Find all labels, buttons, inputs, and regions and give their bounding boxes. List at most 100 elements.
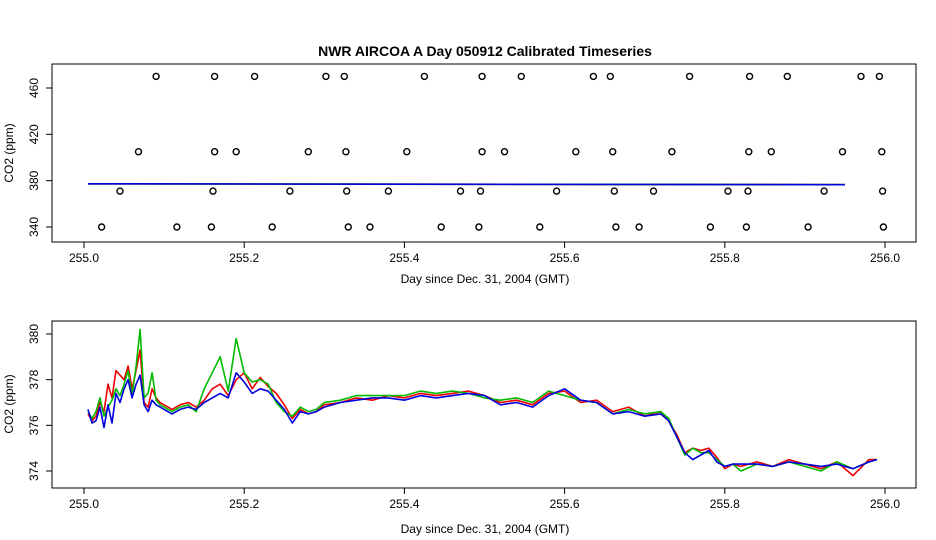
green-series-line — [87, 328, 878, 472]
x-tick-label: 255.6 — [550, 497, 580, 511]
data-point — [706, 223, 715, 231]
data-point — [552, 187, 561, 195]
bottom-series-lines — [87, 328, 878, 477]
x-tick-label: 255.0 — [69, 251, 99, 265]
blue-series-line — [87, 183, 845, 186]
data-point — [685, 72, 694, 81]
data-point — [668, 147, 676, 156]
data-point — [500, 147, 509, 156]
data-point — [403, 147, 411, 156]
x-tick-label: 256.0 — [870, 251, 900, 265]
data-point — [879, 223, 888, 231]
data-point — [820, 187, 828, 195]
data-point — [268, 223, 276, 231]
data-point — [767, 147, 775, 156]
bottom-y-axis-label: CO2 (ppm) — [2, 374, 16, 433]
data-point — [209, 187, 217, 195]
y-tick-label: 378 — [27, 369, 41, 389]
x-tick-label: 255.4 — [389, 497, 419, 511]
data-point — [210, 147, 219, 156]
data-point — [116, 187, 124, 195]
bottom-x-axis-label: Day since Dec. 31, 2004 (GMT) — [401, 522, 570, 536]
top-plot-frame — [51, 63, 917, 243]
y-tick-label: 376 — [27, 415, 41, 435]
y-tick-label: 380 — [27, 170, 41, 190]
data-point — [742, 223, 751, 231]
data-point — [475, 223, 483, 231]
data-point — [342, 147, 350, 156]
data-point — [210, 72, 219, 81]
x-tick-label: 255.8 — [710, 251, 740, 265]
chart-title: NWR AIRCOA A Day 050912 Calibrated Times… — [318, 43, 652, 59]
data-point — [343, 187, 351, 195]
data-point — [232, 147, 240, 156]
data-point — [589, 72, 598, 81]
data-point — [635, 223, 643, 231]
data-point — [517, 72, 525, 81]
data-point — [437, 223, 445, 231]
y-tick-label: 340 — [27, 217, 41, 237]
data-point — [366, 223, 374, 231]
bottom-panel: 255.0 255.2 255.4 255.6 255.8 256.0 374 376 378… — [2, 320, 917, 536]
data-point — [724, 187, 732, 195]
data-point — [476, 187, 485, 195]
data-point — [340, 72, 348, 81]
data-point — [134, 147, 143, 156]
data-point — [173, 223, 181, 231]
top-x-axis: 255.0 255.2 255.4 255.6 255.8 256.0 — [69, 242, 900, 265]
data-point — [456, 187, 465, 195]
y-tick-label: 420 — [27, 124, 41, 144]
blue-series-line — [87, 371, 878, 470]
y-tick-label: 374 — [27, 461, 41, 481]
data-point — [745, 72, 754, 81]
data-point — [420, 72, 429, 81]
top-y-axis-label: CO2 (ppm) — [2, 123, 16, 182]
data-point — [612, 223, 620, 231]
data-point — [878, 147, 886, 156]
x-tick-label: 255.2 — [229, 251, 259, 265]
data-point — [783, 72, 791, 81]
data-point — [207, 223, 216, 231]
data-point — [744, 187, 752, 195]
x-tick-label: 255.4 — [389, 251, 419, 265]
data-point — [649, 187, 658, 195]
data-point — [572, 147, 580, 156]
data-point — [250, 72, 259, 81]
bottom-x-axis: 255.0 255.2 255.4 255.6 255.8 256.0 — [69, 488, 900, 511]
red-series-line — [87, 349, 877, 477]
data-point — [286, 187, 294, 195]
data-point — [745, 147, 753, 156]
data-point — [804, 223, 812, 231]
top-series-lines — [87, 183, 845, 186]
data-point — [536, 223, 544, 231]
data-point — [610, 187, 618, 195]
data-point — [606, 72, 614, 81]
top-panel: 255.0 255.2 255.4 255.6 255.8 256.0 340 380 420… — [2, 63, 917, 286]
x-tick-label: 255.6 — [550, 251, 580, 265]
data-point — [838, 147, 847, 156]
data-point — [384, 187, 393, 195]
top-scatter-points — [97, 72, 888, 231]
y-tick-label: 380 — [27, 324, 41, 344]
data-point — [609, 147, 617, 156]
data-point — [478, 147, 486, 156]
data-point — [875, 72, 884, 81]
bottom-plot-frame — [51, 320, 917, 489]
data-point — [304, 147, 312, 156]
x-tick-label: 256.0 — [870, 497, 900, 511]
data-point — [344, 223, 352, 231]
data-point — [97, 223, 106, 231]
x-tick-label: 255.0 — [69, 497, 99, 511]
x-tick-label: 255.2 — [229, 497, 259, 511]
data-point — [322, 72, 330, 81]
top-x-axis-label: Day since Dec. 31, 2004 (GMT) — [401, 272, 570, 286]
y-tick-label: 460 — [27, 78, 41, 98]
x-tick-label: 255.8 — [710, 497, 740, 511]
bottom-y-axis: 374 376 378 380 — [27, 324, 52, 481]
data-point — [857, 72, 865, 81]
data-point — [152, 72, 160, 81]
top-y-axis: 340 380 420 460 — [27, 78, 52, 237]
data-point — [878, 187, 887, 195]
data-point — [478, 72, 486, 81]
